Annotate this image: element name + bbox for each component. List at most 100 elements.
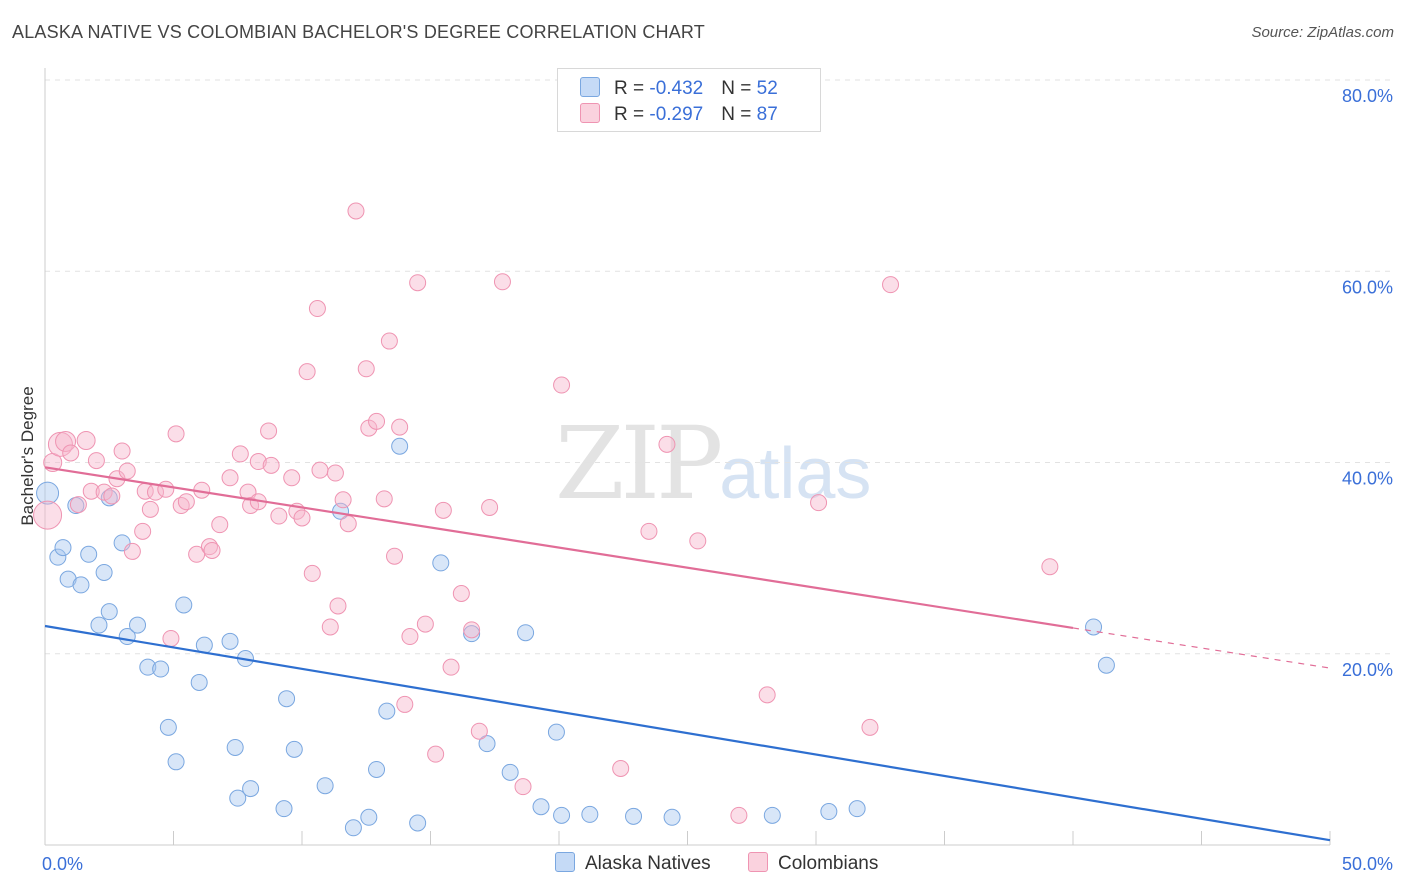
data-point [501,763,519,781]
data-point [95,483,113,501]
data-point [242,780,260,798]
x-tick-label-max: 50.0% [1342,854,1393,874]
data-point [90,616,108,634]
correlation-legend: R = -0.432 N = 52 R = -0.297 N = 87 [557,68,821,132]
trend-line-extension [1072,627,1331,669]
trend-line [44,624,1331,842]
bottom-legend-label: Alaska Natives [585,853,711,874]
axes [44,68,1331,846]
series-alaska-natives [36,437,1115,837]
data-point [391,437,409,455]
data-point [72,576,90,594]
data-point [848,800,866,818]
data-point [303,564,321,582]
bottom-legend-label: Colombians [778,853,879,874]
data-point [386,547,404,565]
grid-lines [45,79,1395,655]
legend-row-colombians: R = -0.297 N = 87 [580,103,778,125]
data-point [532,798,550,816]
data-point [221,632,239,650]
data-point [321,618,339,636]
data-point [69,496,87,514]
data-point [139,658,157,676]
data-point [861,718,879,736]
data-point [481,498,499,516]
legend-r-value: -0.432 [649,78,704,99]
trend-line [44,466,1074,630]
data-point [87,452,105,470]
legend-n-value: 52 [756,78,778,99]
y-tick-label: 80.0% [1342,86,1393,106]
x-tick-label-min: 0.0% [42,854,83,874]
watermark: ZIPatlas [555,405,871,522]
legend-n-value: 87 [756,104,778,125]
data-point [76,431,96,451]
data-point [625,807,643,825]
legend-n-label: N = [721,78,757,99]
data-point [463,621,481,639]
data-point [493,273,511,291]
data-point [442,658,460,676]
watermark-zip: ZIP [555,405,723,522]
y-tick-label: 20.0% [1342,660,1393,680]
data-point [396,695,414,713]
data-point [380,332,398,350]
watermark-atlas: atlas [719,434,872,514]
data-point [262,456,280,474]
data-point [470,722,488,740]
data-point [763,806,781,824]
data-point [113,442,131,460]
data-point [100,603,118,621]
data-point [378,702,396,720]
data-point [432,554,450,572]
data-point [427,745,445,763]
data-point [190,673,208,691]
data-point [514,778,532,796]
data-point [221,469,239,487]
tick-labels: 20.0% 40.0% 60.0% 80.0% 0.0% 50.0% [42,86,1393,874]
data-point [882,276,900,294]
data-point [409,814,427,832]
data-point [517,624,535,642]
data-point [612,760,630,777]
data-point [54,539,72,557]
bottom-legend-colombians: Colombians [748,852,878,875]
data-point [730,806,748,824]
legend-swatch-colombians [580,103,600,123]
data-point [167,425,185,443]
data-point [581,805,599,823]
data-point [159,718,177,736]
data-point [229,789,247,807]
data-point [553,806,571,824]
data-point [231,445,249,463]
data-point [311,461,329,479]
data-point [758,686,776,704]
source-label: Source: ZipAtlas.com [1251,24,1394,41]
data-point [36,481,60,505]
data-point [203,541,221,559]
data-point [391,418,409,436]
data-point [242,497,260,515]
data-point [360,808,378,826]
data-point [129,616,147,634]
data-point [211,516,229,534]
data-point [326,464,344,482]
legend-r-label: R = [614,78,650,99]
data-point [95,563,113,581]
data-point [334,491,352,509]
data-point [162,629,180,647]
data-point [55,430,77,452]
legend-r-label: R = [614,104,650,125]
data-point [123,542,141,560]
chart-title: ALASKA NATIVE VS COLOMBIAN BACHELOR'S DE… [12,22,705,42]
data-point [401,628,419,646]
data-point [152,660,170,678]
data-point [478,735,496,753]
data-point [368,760,386,778]
data-point [278,690,296,708]
data-point [308,300,326,318]
bottom-legend-swatch-colombians [748,852,768,872]
data-point [285,740,303,758]
data-point [452,585,470,603]
data-point [347,202,365,220]
